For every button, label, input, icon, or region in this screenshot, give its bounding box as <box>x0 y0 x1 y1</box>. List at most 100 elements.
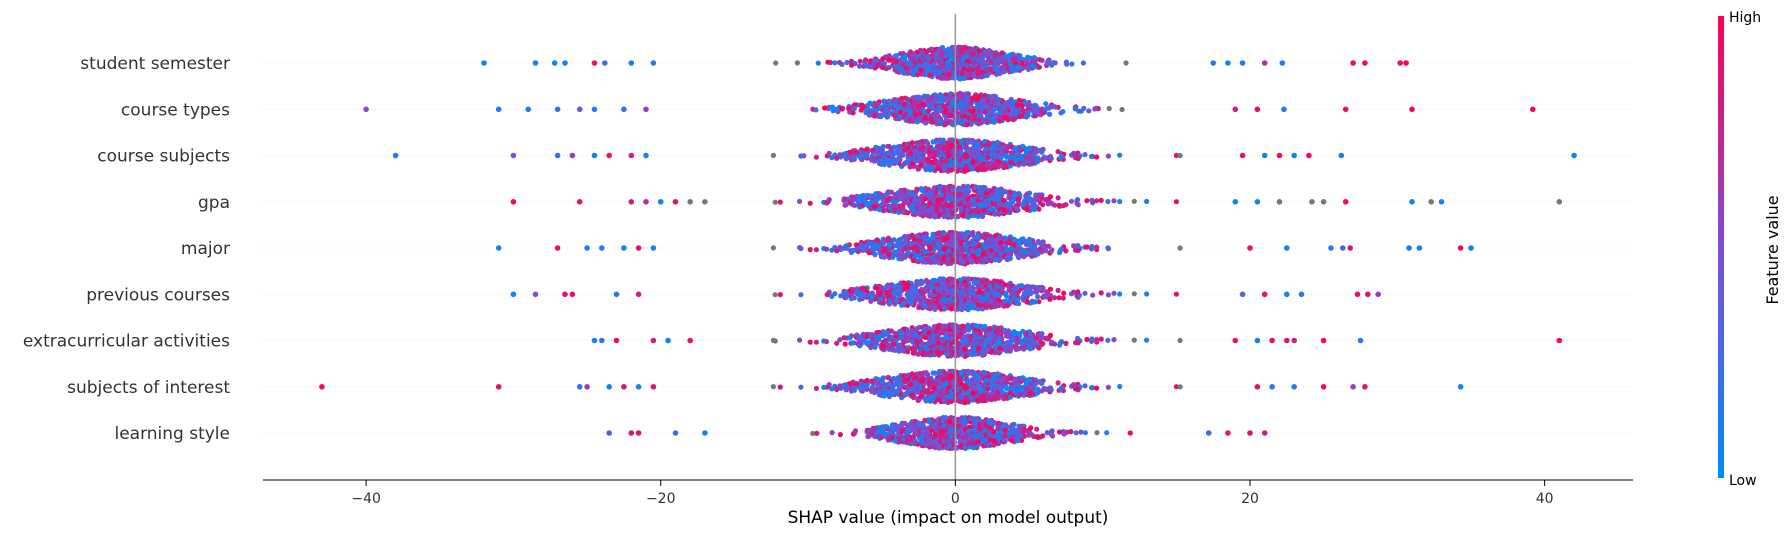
shap-point <box>895 243 901 249</box>
shap-point <box>864 146 870 153</box>
shap-point <box>879 148 886 154</box>
shap-point <box>926 102 932 108</box>
shap-point <box>964 122 970 128</box>
shap-point <box>945 212 951 218</box>
shap-point <box>770 152 777 158</box>
shap-outlier-point <box>599 245 605 251</box>
shap-outlier-point <box>363 106 369 113</box>
shap-point <box>1002 162 1008 168</box>
shap-point <box>1039 195 1045 201</box>
shap-point <box>889 152 895 158</box>
shap-point <box>891 157 897 163</box>
shap-point <box>1007 240 1013 246</box>
shap-point <box>824 246 830 252</box>
shap-point <box>1064 61 1070 67</box>
shap-point <box>1033 156 1039 162</box>
shap-outlier-point <box>510 152 517 159</box>
shap-point <box>1007 103 1013 109</box>
shap-point <box>892 113 898 119</box>
shap-point <box>879 107 885 113</box>
shap-point <box>1009 68 1015 74</box>
shap-point <box>794 60 801 66</box>
shap-point <box>1011 236 1017 242</box>
shap-point <box>969 259 975 265</box>
shap-point <box>949 142 955 148</box>
shap-outlier-point <box>1416 245 1423 251</box>
shap-point <box>1131 291 1137 297</box>
shap-point <box>1016 190 1022 197</box>
shap-point <box>885 114 891 120</box>
shap-point <box>992 164 999 170</box>
shap-point <box>962 113 968 119</box>
shap-point <box>876 152 882 158</box>
shap-point <box>1042 243 1048 249</box>
shap-point <box>979 256 986 263</box>
shap-point <box>1015 52 1021 59</box>
shap-point <box>1123 60 1129 66</box>
shap-outlier-point <box>1239 152 1246 159</box>
shap-point <box>1177 152 1183 159</box>
shap-point <box>1025 109 1031 115</box>
shap-outlier-point <box>1276 152 1283 159</box>
shap-point <box>967 163 974 169</box>
shap-point <box>908 108 914 114</box>
shap-point <box>968 100 974 106</box>
shap-point <box>943 236 949 242</box>
shap-point <box>963 106 969 112</box>
shap-point <box>992 233 999 239</box>
shap-point <box>1068 198 1075 204</box>
shap-point <box>1106 105 1112 112</box>
shap-point <box>933 54 939 60</box>
shap-point <box>1105 153 1111 159</box>
shap-point <box>953 105 959 111</box>
shap-point <box>894 193 900 199</box>
shap-outlier-point <box>591 60 598 66</box>
shap-outlier-point <box>1406 245 1412 251</box>
shap-point <box>985 160 991 166</box>
shap-point <box>872 204 878 210</box>
shap-point <box>881 240 887 246</box>
shap-outlier-point <box>672 199 679 205</box>
shap-outlier-point <box>606 152 612 159</box>
shap-point <box>1024 249 1030 255</box>
shap-point <box>1022 100 1028 106</box>
shap-point <box>1014 102 1021 108</box>
shap-point <box>841 197 847 203</box>
shap-point <box>860 103 866 109</box>
shap-point <box>844 242 850 249</box>
shap-point <box>927 166 933 172</box>
shap-point <box>1131 198 1137 204</box>
shap-point <box>942 121 948 127</box>
shap-point <box>880 56 886 62</box>
shap-point <box>1048 156 1054 162</box>
shap-point <box>996 97 1002 103</box>
shap-point <box>867 64 874 70</box>
shap-point <box>1055 149 1061 155</box>
shap-outlier-point <box>1468 245 1474 251</box>
shap-point <box>968 119 974 125</box>
shap-outlier-point <box>576 106 583 113</box>
shap-point <box>998 240 1004 246</box>
shap-outlier-point <box>1428 199 1434 205</box>
shap-outlier-point <box>554 245 561 251</box>
shap-point <box>980 250 987 257</box>
shap-point <box>902 101 908 107</box>
shap-point <box>849 198 855 204</box>
shap-point <box>880 156 886 162</box>
shap-point <box>895 157 901 163</box>
shap-point <box>957 235 964 241</box>
shap-point <box>894 53 900 59</box>
shap-point <box>908 150 914 157</box>
shap-point <box>994 188 1000 194</box>
shap-point <box>1017 238 1023 244</box>
shap-point <box>970 159 976 166</box>
shap-point <box>1094 154 1100 160</box>
shap-point <box>1044 60 1050 66</box>
shap-point <box>972 63 978 69</box>
shap-point <box>836 59 843 66</box>
shap-point <box>815 60 821 66</box>
shap-point <box>918 67 924 73</box>
shap-point <box>976 94 982 100</box>
shap-outlier-point <box>1409 199 1415 205</box>
shap-point <box>1035 238 1041 245</box>
